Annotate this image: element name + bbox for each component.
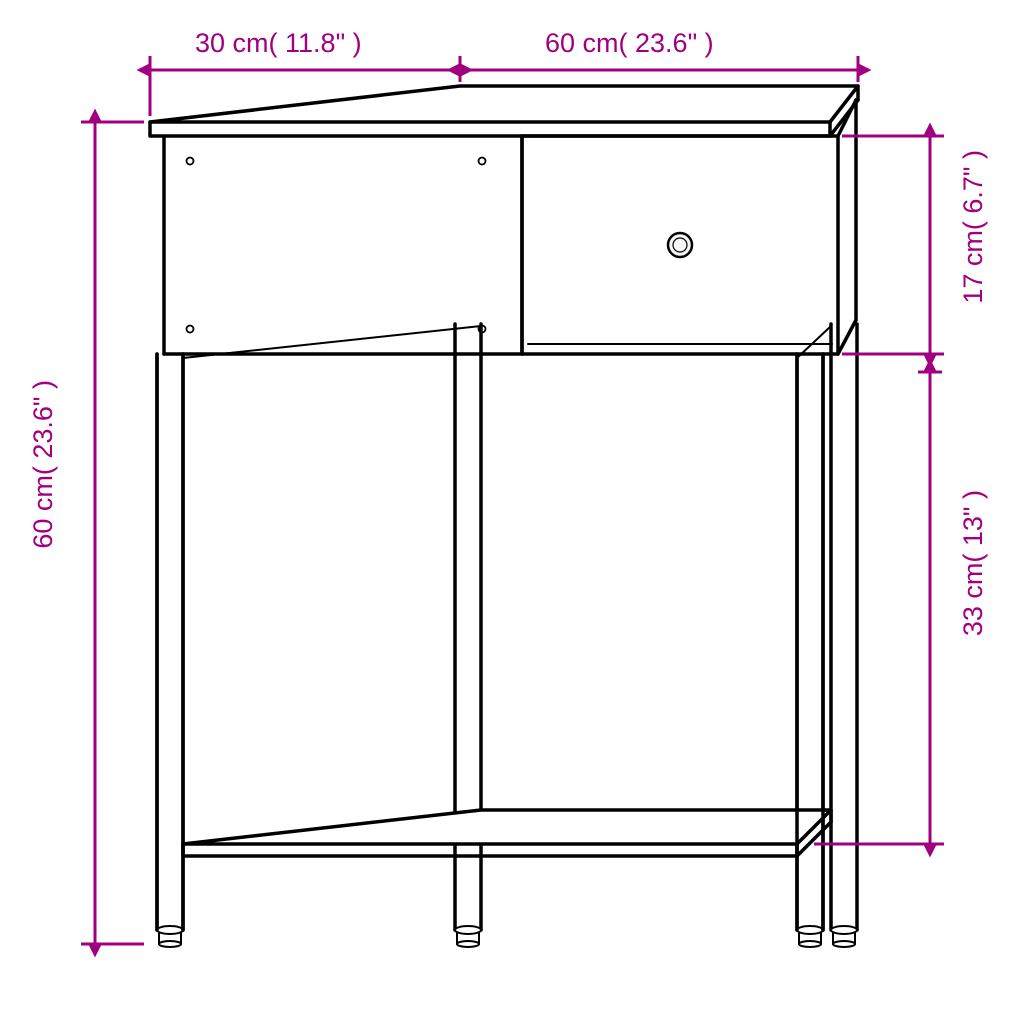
dim-label-shelf-gap: 33 cm( 13" ): [958, 490, 989, 636]
furniture-dimension-diagram: [0, 0, 1024, 1024]
dim-label-drawer-h: 17 cm( 6.7" ): [958, 150, 989, 304]
dim-label-height: 60 cm( 23.6" ): [28, 380, 59, 549]
dim-label-width: 60 cm( 23.6" ): [545, 28, 714, 59]
dim-label-depth: 30 cm( 11.8" ): [195, 28, 362, 59]
